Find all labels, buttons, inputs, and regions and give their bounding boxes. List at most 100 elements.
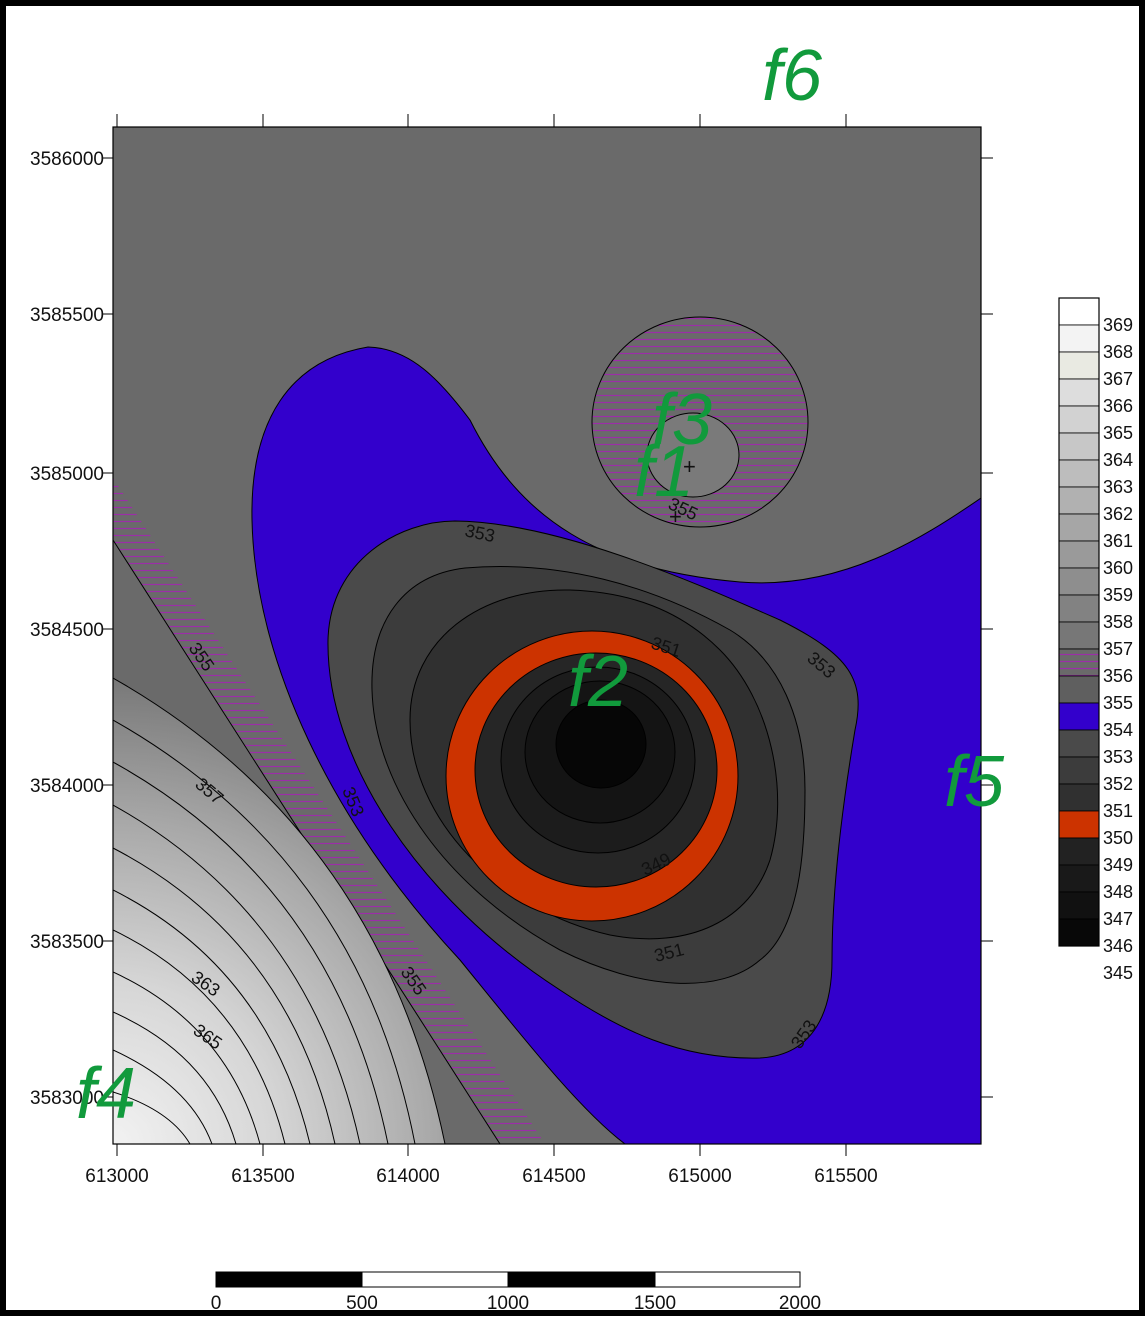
y-ticks-right	[981, 157, 993, 1098]
legend-label: 363	[1103, 477, 1133, 497]
legend-swatch	[1058, 756, 1100, 785]
legend-swatch	[1058, 918, 1100, 947]
y-tick-label: 3584500	[30, 620, 104, 641]
ring-345	[555, 699, 647, 789]
legend-label: 359	[1103, 585, 1133, 605]
scale-segment	[216, 1272, 362, 1287]
legend-label: 348	[1103, 882, 1133, 902]
feature-label-f4: f4	[76, 1054, 136, 1134]
legend-label: 365	[1103, 423, 1133, 443]
legend-label: 362	[1103, 504, 1133, 524]
y-tick-label: 3583500	[30, 932, 104, 953]
y-tick-label: 3585000	[30, 464, 104, 485]
x-tick-label: 613000	[85, 1166, 148, 1187]
legend-swatch	[1058, 567, 1100, 596]
y-ticks-left	[102, 157, 113, 1098]
scale-label: 1500	[634, 1293, 676, 1314]
feature-label-f1: f1	[634, 432, 694, 512]
legend-label: 350	[1103, 828, 1133, 848]
legend-swatch	[1058, 297, 1100, 326]
scale-label: 1000	[487, 1293, 529, 1314]
legend-swatch	[1058, 675, 1100, 704]
legend-swatch	[1058, 729, 1100, 758]
sw-contours	[113, 719, 416, 1144]
legend-swatch	[1058, 783, 1100, 812]
legend-label: 358	[1103, 612, 1133, 632]
legend-swatch	[1058, 648, 1100, 677]
x-ticks-top	[116, 114, 847, 127]
map-axes: 613000 613500 614000 614500 615000 61550…	[30, 114, 993, 1187]
x-tick-labels: 613000 613500 614000 614500 615000 61550…	[85, 1166, 877, 1187]
scale-segment	[654, 1271, 801, 1288]
well-marker-1: +	[669, 504, 682, 529]
legend-label: 366	[1103, 396, 1133, 416]
y-tick-label: 3585500	[30, 305, 104, 326]
feature-label-f6: f6	[762, 36, 823, 116]
scale-label: 2000	[779, 1293, 821, 1314]
legend-swatch	[1058, 837, 1100, 866]
legend-label: 346	[1103, 936, 1133, 956]
legend-label: 355	[1103, 693, 1133, 713]
scale-label: 0	[211, 1293, 222, 1314]
y-tick-label: 3584000	[30, 776, 104, 797]
legend-swatch	[1058, 432, 1100, 461]
legend-swatch	[1058, 810, 1100, 839]
inner-high-356	[646, 412, 740, 498]
legend-label: 369	[1103, 315, 1133, 335]
x-tick-label: 615500	[814, 1166, 877, 1187]
x-tick-label: 614500	[522, 1166, 585, 1187]
legend-swatch	[1058, 864, 1100, 893]
legend-label: 357	[1103, 639, 1133, 659]
legend-swatch	[1058, 594, 1100, 623]
legend-label: 368	[1103, 342, 1133, 362]
legend-label: 352	[1103, 774, 1133, 794]
scale-bar: 0 500 1000 1500 2000	[211, 1271, 821, 1314]
well-marker-2: +	[683, 454, 696, 479]
legend-swatch	[1058, 702, 1100, 731]
legend-swatch	[1058, 621, 1100, 650]
scale-segment	[508, 1272, 655, 1287]
y-tick-label: 3583000	[30, 1088, 104, 1109]
x-ticks-bottom	[116, 1144, 847, 1156]
x-tick-label: 613500	[231, 1166, 294, 1187]
y-tick-labels: 3586000 3585500 3585000 3584500 3584000 …	[30, 149, 104, 1109]
legend-label: 353	[1103, 747, 1133, 767]
scale-label: 500	[346, 1293, 378, 1314]
legend-label: 361	[1103, 531, 1133, 551]
legend-label: 347	[1103, 909, 1133, 929]
legend-swatches	[1058, 297, 1100, 947]
legend-label: 349	[1103, 855, 1133, 875]
legend-label: 367	[1103, 369, 1133, 389]
feature-labels: f6 f3 f1 f2 f5 f4	[76, 36, 1005, 1134]
x-tick-label: 615000	[668, 1166, 731, 1187]
legend-frame	[1058, 297, 1100, 947]
scale-outline	[215, 1271, 801, 1288]
legend-swatch	[1058, 891, 1100, 920]
scale-segment	[361, 1271, 509, 1288]
legend-swatch	[1058, 405, 1100, 434]
sw-high-region	[113, 677, 446, 1144]
feature-label-f5: f5	[944, 742, 1005, 822]
legend-swatch	[1058, 540, 1100, 569]
feature-label-f3: f3	[652, 380, 712, 460]
feature-label-f2: f2	[568, 642, 628, 722]
legend-swatch	[1058, 378, 1100, 407]
legend-label: 351	[1103, 801, 1133, 821]
color-legend: 369 368 367 366 365 364 363 362 361 360 359 358 357 3…	[1058, 297, 1133, 983]
x-tick-label: 614000	[376, 1166, 439, 1187]
legend-swatch	[1058, 513, 1100, 542]
contour-plot: + +	[113, 127, 981, 1144]
legend-swatch	[1058, 351, 1100, 380]
legend-swatch	[1058, 486, 1100, 515]
legend-label: 360	[1103, 558, 1133, 578]
legend-label: 345	[1103, 963, 1133, 983]
legend-swatch	[1058, 324, 1100, 353]
legend-label: 354	[1103, 720, 1133, 740]
y-tick-label: 3586000	[30, 149, 104, 170]
legend-labels: 369 368 367 366 365 364 363 362 361 360 359 358 357 3…	[1103, 315, 1133, 983]
legend-label: 364	[1103, 450, 1133, 470]
legend-label: 356	[1103, 666, 1133, 686]
legend-swatch	[1058, 459, 1100, 488]
